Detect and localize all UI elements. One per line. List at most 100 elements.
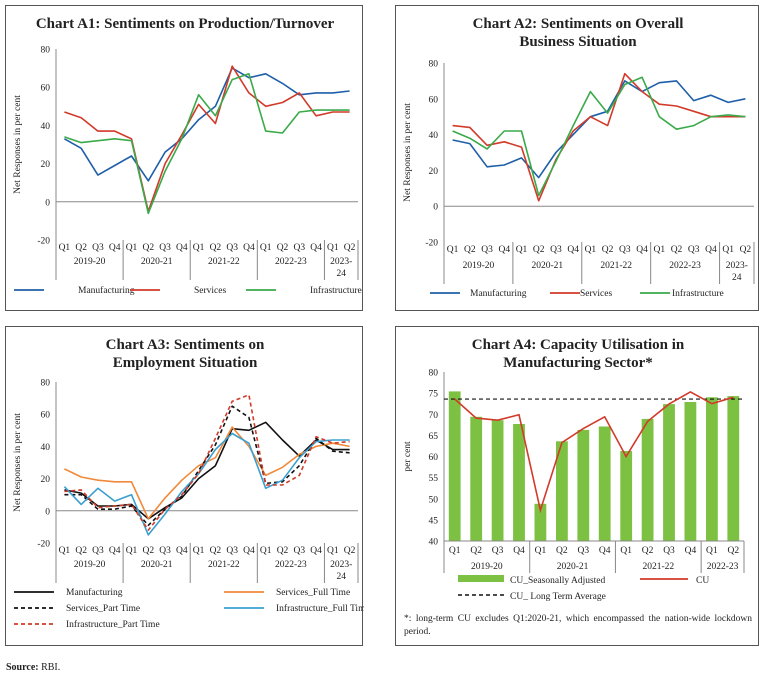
a1-quarter-label: Q3 <box>293 243 305 253</box>
a2-quarter-label: Q3 <box>619 245 631 255</box>
a2-quarter-label: Q3 <box>688 245 700 255</box>
a1-quarter-label: Q1 <box>327 243 339 253</box>
a4-bar <box>684 402 697 541</box>
a3-ylabel: Net Responses in per cent <box>13 413 23 512</box>
a4-quarter-label: Q1 <box>620 546 632 556</box>
a1-year-label: 2023- <box>330 257 352 267</box>
a2-quarter-label: Q1 <box>447 245 459 255</box>
a2-title-line: Chart A2: Sentiments on Overall <box>473 16 684 32</box>
a4-quarter-label: Q2 <box>727 546 739 556</box>
a3-year-label: 2022-23 <box>275 560 307 570</box>
a4-ytick-label: 45 <box>429 516 439 526</box>
a3-quarter-label: Q2 <box>344 546 356 556</box>
a3-quarter-label: Q2 <box>277 546 289 556</box>
a3-quarter-label: Q1 <box>260 546 272 556</box>
a4-bar <box>598 426 611 541</box>
a3-series-infrastructure-part-time <box>64 394 350 531</box>
a4-cu-line <box>454 390 734 514</box>
a2-ytick-label: 80 <box>429 60 439 70</box>
a4-bar <box>448 391 461 541</box>
a4-quarter-label: Q3 <box>663 546 675 556</box>
a1-series-services <box>64 65 350 213</box>
a3-quarter-label: Q4 <box>243 546 255 556</box>
a4-year-label: 2019-20 <box>471 562 503 572</box>
a1-quarter-label: Q2 <box>277 243 289 253</box>
a1-quarter-label: Q4 <box>109 243 121 253</box>
a3-ytick-label: 60 <box>41 411 51 421</box>
a3-quarter-label: Q1 <box>59 546 71 556</box>
a2-quarter-label: Q4 <box>636 245 648 255</box>
a4-ytick-label: 40 <box>429 538 439 548</box>
source-value: RBI. <box>41 662 61 673</box>
a3-year-label: 2021-22 <box>208 560 240 570</box>
a2-year-label: 2022-23 <box>669 261 701 271</box>
a4-ytick-label: 50 <box>429 495 439 505</box>
a4-ylabel: per cent <box>403 441 413 472</box>
a3-ytick-label: 40 <box>41 443 51 453</box>
a2-ytick-label: 0 <box>433 203 438 213</box>
a4-legend-label-cu: CU <box>696 576 709 586</box>
a1-quarter-label: Q2 <box>210 243 222 253</box>
a3-legend-label-manufacturing: Manufacturing <box>66 587 123 598</box>
chart-a4-note: *: long-term CU excludes Q1:2020-21, whi… <box>404 614 752 637</box>
a1-ytick-label: -20 <box>37 237 50 247</box>
a2-ytick-label: 60 <box>429 95 439 105</box>
a4-legend-label-bars: CU_Seasonally Adjusted <box>510 576 606 586</box>
a3-legend-label-services-part-time: Services_Part Time <box>66 604 140 614</box>
a4-bar <box>620 451 633 541</box>
a4-quarter-label: Q2 <box>642 546 654 556</box>
a4-quarter-label: Q4 <box>513 546 525 556</box>
a1-legend-label-manufacturing: Manufacturing <box>78 285 135 296</box>
a1-quarter-label: Q2 <box>344 243 356 253</box>
a4-year-label: 2022-23 <box>707 562 739 572</box>
a3-quarter-label: Q2 <box>210 546 222 556</box>
a4-legend-label-avg: CU_ Long Term Average <box>510 592 606 602</box>
a1-quarter-label: Q2 <box>142 243 154 253</box>
a4-ytick-label: 75 <box>429 390 439 400</box>
a4-bar <box>706 397 718 541</box>
a4-bar <box>534 503 547 541</box>
a4-ytick-label: 65 <box>429 432 439 442</box>
a2-ytick-label: 40 <box>429 131 439 141</box>
a3-title-line: Chart A3: Sentiments on <box>106 337 265 353</box>
a2-year-label-cont: 24 <box>732 273 742 283</box>
a4-title-line: Chart A4: Capacity Utilisation in <box>472 337 685 353</box>
a3-year-label: 2023- <box>330 560 352 570</box>
a2-series-services <box>452 72 746 202</box>
a2-year-label: 2023- <box>726 261 748 271</box>
source-note: Source: RBI. <box>6 662 60 673</box>
chart-a3-panel: Chart A3: Sentiments on Employment Situat… <box>5 326 364 646</box>
a4-quarter-label: Q2 <box>556 546 568 556</box>
a1-year-label: 2020-21 <box>141 257 173 267</box>
a4-ytick-label: 70 <box>429 411 439 421</box>
a2-series-infrastructure <box>452 76 746 197</box>
a3-year-label: 2019-20 <box>74 560 106 570</box>
a4-quarter-label: Q4 <box>685 546 697 556</box>
a1-series-infrastructure <box>64 73 350 215</box>
a2-quarter-label: Q2 <box>602 245 614 255</box>
source-label: Source: <box>6 662 39 673</box>
a1-series-manufacturing <box>64 67 350 182</box>
a3-quarter-label: Q4 <box>109 546 121 556</box>
a1-year-label: 2019-20 <box>74 257 106 267</box>
a3-quarter-label: Q3 <box>226 546 238 556</box>
a2-quarter-label: Q1 <box>722 245 734 255</box>
a4-quarter-label: Q3 <box>577 546 589 556</box>
a1-quarter-label: Q3 <box>159 243 171 253</box>
chart-a2-panel: Chart A2: Sentiments on Overall Business … <box>395 5 759 311</box>
a2-legend-label-manufacturing: Manufacturing <box>470 288 527 299</box>
a4-bar <box>727 396 740 541</box>
a2-quarter-label: Q1 <box>516 245 528 255</box>
a2-quarter-label: Q4 <box>498 245 510 255</box>
a1-year-label-cont: 24 <box>336 269 346 279</box>
a4-ytick-label: 80 <box>429 369 439 379</box>
a4-bar <box>513 424 525 541</box>
a2-quarter-label: Q2 <box>671 245 683 255</box>
a4-legend-swatch-bars <box>458 575 504 582</box>
chart-a4-panel: Chart A4: Capacity Utilisation in Manufac… <box>395 326 759 646</box>
a1-legend-label-infrastructure: Infrastructure <box>310 285 362 296</box>
a1-year-label: 2021-22 <box>208 257 240 267</box>
a2-ylabel: Net Responses in per cent <box>403 103 413 202</box>
a2-title-line: Business Situation <box>519 34 637 50</box>
a2-quarter-label: Q2 <box>740 245 752 255</box>
